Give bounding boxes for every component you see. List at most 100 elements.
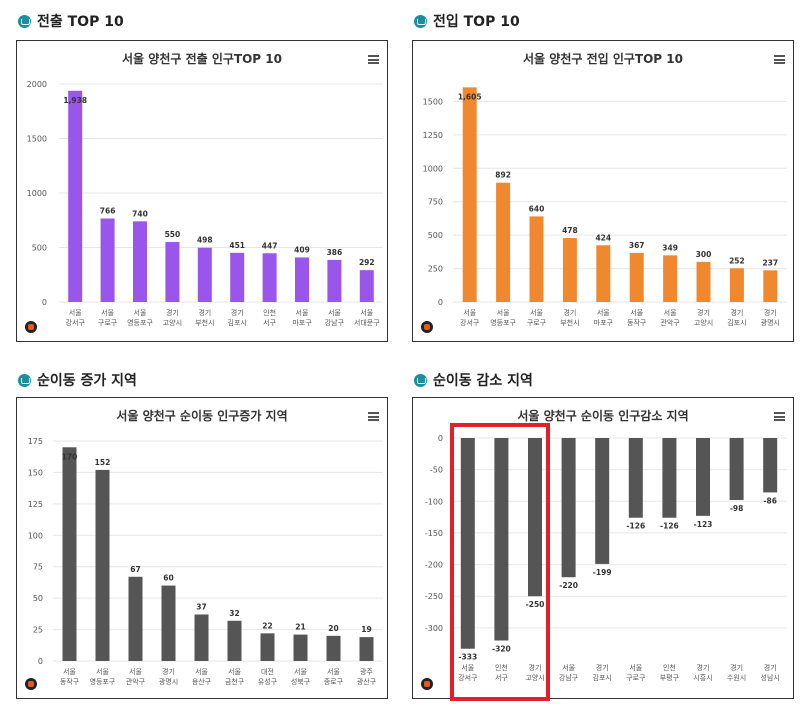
y-tick-label: 50 (33, 594, 43, 603)
bar[interactable] (729, 268, 744, 302)
data-label: -333 (458, 653, 477, 662)
y-tick-label: 0 (42, 298, 47, 307)
x-tick-label: 부평구 (660, 673, 680, 682)
x-tick-label: 마포구 (594, 318, 614, 327)
data-label: -250 (526, 600, 545, 609)
x-tick-label: 구로구 (527, 319, 547, 327)
x-tick-label: 서울 (328, 308, 341, 317)
bar[interactable] (161, 585, 176, 661)
data-label: 21 (295, 623, 305, 632)
x-tick-label: 경기 (764, 308, 777, 317)
menu-icon[interactable] (774, 55, 785, 64)
x-tick-label: 영등포구 (490, 318, 516, 327)
y-tick-label: 2000 (27, 80, 47, 89)
bar[interactable] (494, 438, 509, 641)
bar[interactable] (230, 252, 245, 302)
x-tick-label: 마포구 (292, 318, 312, 327)
x-tick-label: 서울 (461, 663, 474, 672)
bar[interactable] (293, 634, 308, 661)
bar[interactable] (663, 255, 678, 302)
data-label: 60 (163, 574, 173, 583)
highlight-box (450, 423, 550, 701)
logo-icon (25, 678, 37, 690)
bar[interactable] (763, 270, 778, 302)
y-tick-label: 1250 (423, 131, 443, 140)
bar[interactable] (133, 221, 147, 302)
data-label: 451 (229, 241, 245, 250)
bar[interactable] (165, 242, 180, 302)
bar[interactable] (662, 438, 677, 518)
bar[interactable] (295, 257, 309, 302)
data-label: 1,938 (63, 96, 87, 105)
chart-panel-inflow: 서울 양천구 전입 인구TOP 10 0 250 500 750 1000 1250 1500… (412, 40, 794, 342)
chart-title: 서울 양천구 전출 인구TOP 10 (122, 51, 282, 66)
x-tick-label: 서울 (195, 667, 208, 676)
x-tick-label: 광명시 (761, 318, 780, 327)
data-label: 152 (95, 458, 111, 467)
bar[interactable] (197, 247, 212, 302)
bar[interactable] (528, 438, 542, 597)
y-tick-label: 150 (28, 468, 43, 477)
bar[interactable] (729, 438, 744, 501)
bar[interactable] (262, 253, 277, 302)
x-tick-label: 서울 (360, 308, 373, 317)
bar[interactable] (359, 270, 374, 302)
bar[interactable] (595, 438, 610, 564)
data-label: 892 (495, 171, 511, 180)
section-title-label: 순이동 감소 지역 (433, 373, 533, 389)
bar[interactable] (763, 438, 778, 493)
data-label: 1,605 (458, 92, 482, 101)
x-tick-label: 서울 (294, 667, 307, 676)
bar[interactable] (628, 438, 643, 518)
y-tick-label: -300 (425, 624, 443, 633)
bar[interactable] (529, 216, 544, 302)
bar[interactable] (561, 438, 576, 578)
bar[interactable] (359, 637, 374, 661)
x-tick-label: 영등포구 (127, 318, 153, 327)
y-tick-label: 100 (28, 531, 43, 540)
bar[interactable] (460, 438, 475, 649)
x-tick-label: 김포시 (727, 319, 746, 327)
menu-icon[interactable] (368, 412, 379, 421)
x-tick-label: 서울 (129, 667, 142, 676)
x-tick-label: 고양시 (163, 319, 182, 327)
bar[interactable] (462, 87, 477, 302)
data-label: 740 (132, 209, 148, 218)
chart-panel-outflow: 서울 양천구 전출 인구TOP 10 0 500 1000 1500 2000 1,938 서… (16, 40, 388, 342)
bar[interactable] (326, 635, 341, 661)
y-tick-label: -50 (430, 466, 443, 475)
bar[interactable] (496, 182, 511, 302)
bar[interactable] (562, 238, 577, 302)
bar[interactable] (696, 438, 710, 516)
menu-icon[interactable] (774, 412, 785, 421)
bar[interactable] (128, 576, 143, 661)
bar[interactable] (68, 90, 83, 302)
x-tick-label: 강서구 (66, 318, 86, 327)
bar[interactable] (629, 252, 644, 302)
x-tick-label: 시흥시 (693, 673, 712, 682)
data-label: 292 (359, 258, 375, 267)
bar[interactable] (100, 218, 115, 302)
x-tick-label: 종로구 (324, 678, 344, 686)
bar[interactable] (62, 447, 77, 661)
y-tick-label: 1500 (423, 97, 443, 106)
bar[interactable] (194, 614, 209, 661)
x-tick-label: 구로구 (98, 319, 118, 327)
chart-title: 서울 양천구 순이동 인구증가 지역 (116, 408, 287, 423)
bar[interactable] (596, 245, 611, 302)
bar[interactable] (327, 259, 342, 302)
section-title-outflow: 전출 TOP 10 (18, 11, 124, 31)
data-label: 20 (328, 624, 338, 633)
data-label: -220 (559, 581, 578, 590)
y-tick-label: 0 (438, 434, 443, 443)
bar[interactable] (696, 261, 711, 302)
bar[interactable] (95, 469, 110, 661)
x-tick-label: 서울 (101, 308, 114, 317)
x-tick-label: 서울 (296, 308, 309, 317)
bar[interactable] (227, 620, 242, 661)
x-tick-label: 강서구 (458, 673, 478, 682)
menu-icon[interactable] (368, 55, 379, 64)
section-title-inflow: 전입 TOP 10 (414, 11, 520, 31)
x-tick-label: 경기 (697, 663, 710, 672)
bar[interactable] (260, 633, 275, 661)
